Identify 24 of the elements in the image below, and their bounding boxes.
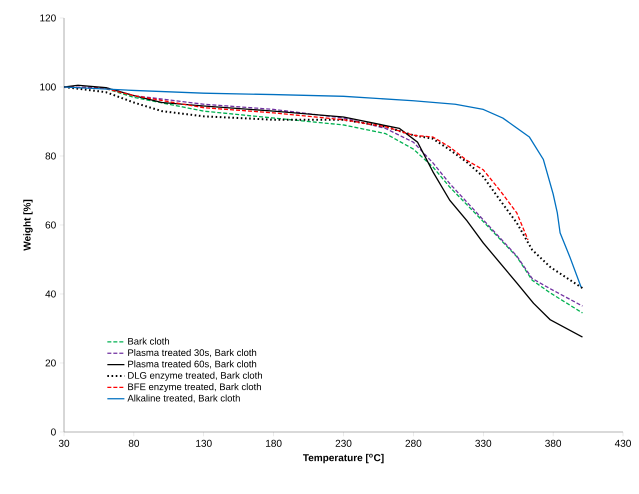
y-tick-label: 20 [46,359,56,367]
y-axis-title: Weight [%] [23,200,33,251]
x-tick-label: 230 [336,440,352,447]
y-tick-label: 40 [45,290,56,298]
y-tick-label: 60 [46,221,56,229]
y-tick-label: 0 [51,428,56,436]
x-tick-label: 80 [128,440,140,447]
y-tick-label: 80 [46,152,56,160]
x-tick-label: 430 [614,440,631,447]
x-tick-label: 280 [406,440,422,447]
x-tick-label: 30 [58,440,70,447]
legend-label: Alkaline treated, Bark cloth [127,394,240,403]
y-tick-label: 120 [40,14,56,22]
x-tick-label: 130 [196,440,212,447]
x-tick-label: 330 [475,440,492,447]
y-tick-label: 100 [40,83,56,91]
legend-label: Plasma treated 30s, Bark cloth [128,349,256,358]
legend-label: DLG enzyme treated, Bark cloth [128,372,262,381]
x-axis-title: Temperature [$^{o}$C] [302,454,384,464]
legend-label: BFE enzyme treated, Bark cloth [128,383,261,392]
x-tick-label: 180 [266,440,282,447]
x-tick-label: 380 [545,440,562,447]
legend-label: Plasma treated 60s, Bark cloth [128,360,256,369]
legend-label: Bark cloth [128,338,170,345]
